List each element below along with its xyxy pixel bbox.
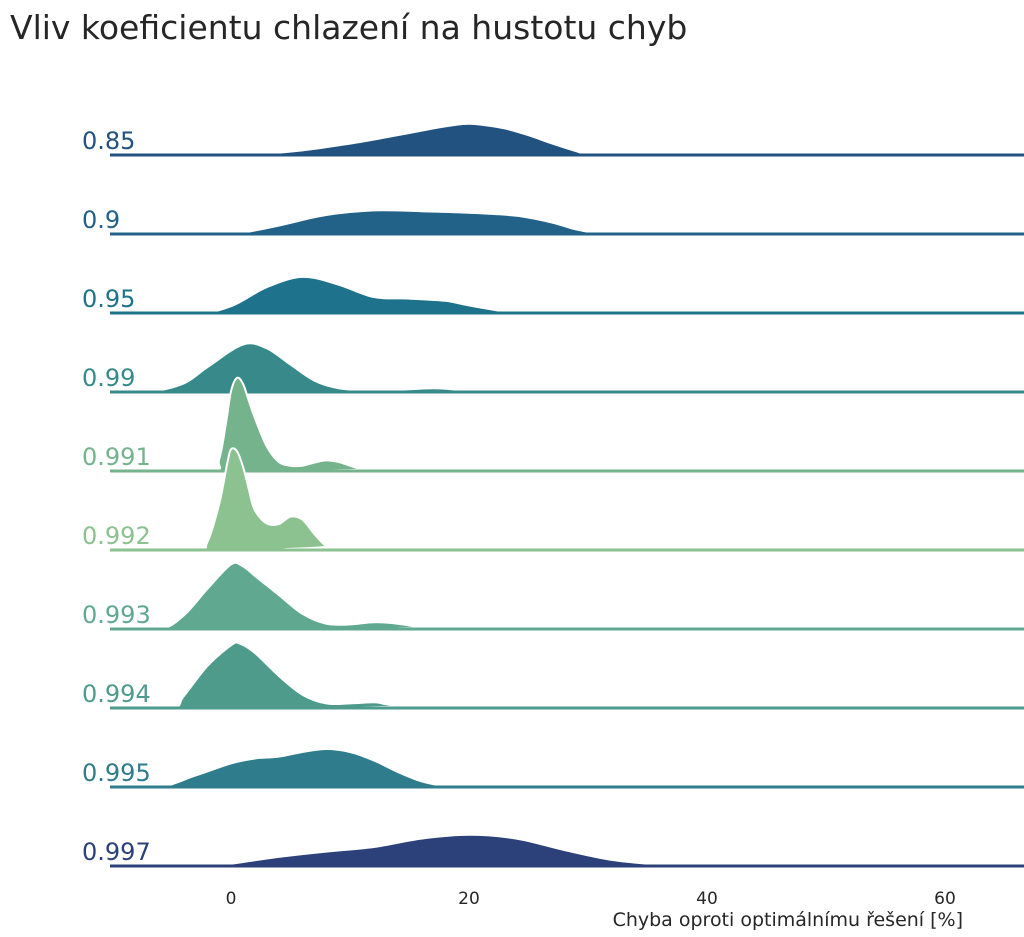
- ridge-area: [110, 642, 1024, 709]
- ridge-area: [110, 749, 1024, 788]
- ridge-label: 0.99: [82, 364, 135, 392]
- ridge-series: 0.994: [82, 641, 1024, 710]
- ridge-area: [110, 276, 1024, 314]
- x-axis: 0 20 40 60: [226, 889, 956, 909]
- ridge-label: 0.995: [82, 759, 151, 787]
- chart-title: Vliv koeficientu chlazení na hustotu chy…: [10, 8, 688, 47]
- x-axis-title: Chyba oproti optimálnímu řešení [%]: [613, 909, 963, 931]
- ridge-series: 0.991: [82, 376, 1024, 473]
- ridge-area: [110, 343, 1024, 393]
- ridge-area: [110, 123, 1024, 156]
- x-tick-label: 40: [696, 889, 718, 909]
- ridge-label: 0.993: [82, 601, 151, 629]
- ridge-area: [110, 834, 1024, 867]
- ridge-label: 0.95: [82, 285, 135, 313]
- ridge-label: 0.992: [82, 522, 151, 550]
- x-tick-label: 60: [934, 889, 956, 909]
- ridge-area: [110, 210, 1024, 235]
- ridges: 0.85 0.9 0.95 0.99 0.991 0.992 0.993 0.994 0.995…: [82, 122, 1024, 868]
- ridge-label: 0.85: [82, 127, 135, 155]
- ridge-series: 0.995: [82, 747, 1024, 789]
- ridge-series: 0.997: [82, 833, 1024, 868]
- ridge-series: 0.85: [82, 122, 1024, 157]
- ridge-label: 0.991: [82, 443, 151, 471]
- x-tick-label: 20: [458, 889, 480, 909]
- ridge-label: 0.9: [82, 206, 120, 234]
- ridge-series: 0.993: [82, 561, 1024, 631]
- ridge-label: 0.997: [82, 838, 151, 866]
- x-tick-label: 0: [226, 889, 237, 909]
- ridge-series: 0.95: [82, 275, 1024, 315]
- ridge-series: 0.992: [82, 447, 1024, 552]
- ridge-series: 0.9: [82, 206, 1024, 236]
- ridge-label: 0.994: [82, 680, 151, 708]
- ridge-series: 0.99: [82, 342, 1024, 394]
- ridge-area: [110, 562, 1024, 630]
